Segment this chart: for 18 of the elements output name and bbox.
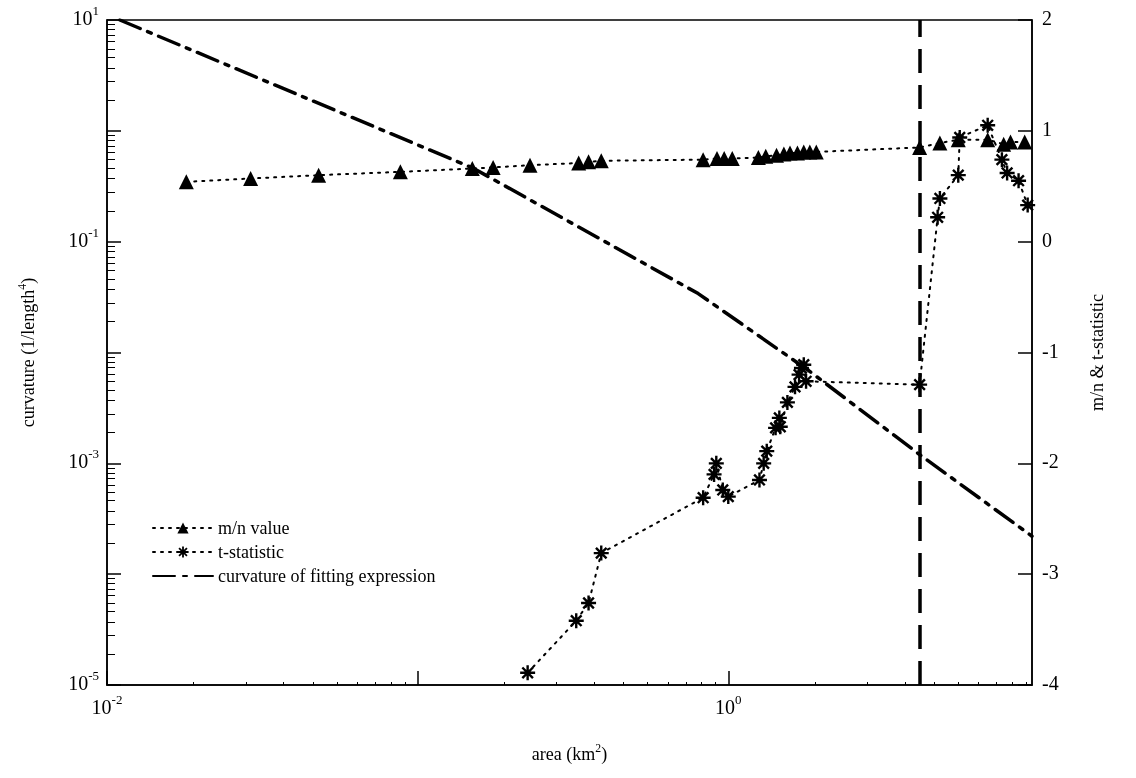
y-tick-label: 10$^{-1}$ [68, 225, 99, 251]
y2-tick-label: -2 [1042, 449, 1059, 472]
y2-axis-title: m/n & t-statistic [1087, 294, 1107, 411]
x-axis-title: area (km$^{2}$) [531, 742, 608, 766]
y-tick-label: 10$^{-5}$ [68, 668, 99, 694]
x-tick-label: 10$^{-2}$ [91, 692, 123, 718]
y2-tick-label: 1 [1042, 117, 1052, 140]
y2-tick-label: -4 [1042, 671, 1059, 694]
y-tick-label: 10$^{-3}$ [68, 446, 99, 472]
legend-label: t-statistic [218, 542, 284, 562]
y2-tick-label: -3 [1042, 560, 1059, 583]
legend-label: curvature of fitting expression [218, 566, 436, 586]
y2-tick-label: 0 [1042, 228, 1052, 251]
x-tick-label: 10$^{0}$ [715, 692, 742, 718]
y-tick-label: 10$^{1}$ [72, 3, 99, 29]
legend-label: m/n value [218, 518, 290, 538]
y2-tick-label: 2 [1042, 6, 1052, 29]
y2-tick-label: -1 [1042, 339, 1059, 362]
